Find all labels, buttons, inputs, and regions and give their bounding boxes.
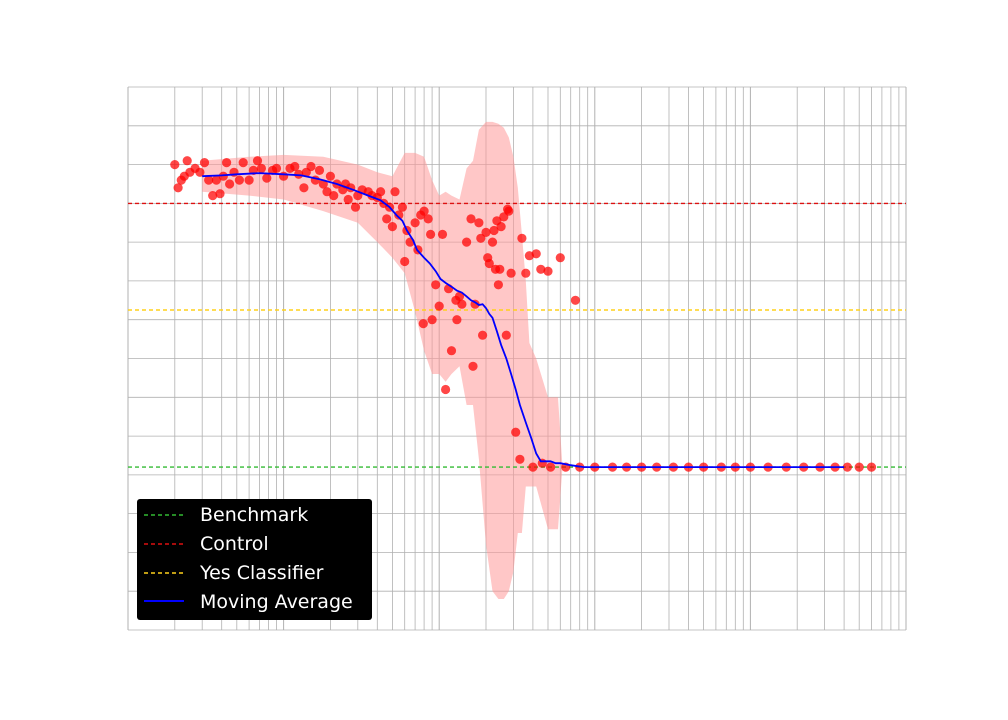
- data-point: [234, 175, 244, 185]
- data-point: [481, 227, 491, 237]
- data-point: [866, 462, 877, 472]
- data-point: [271, 163, 282, 173]
- data-point: [489, 225, 499, 236]
- data-point: [454, 291, 465, 301]
- data-point: [294, 169, 304, 179]
- data-point: [495, 264, 505, 274]
- data-point: [434, 301, 444, 311]
- legend-label-control: Control: [200, 533, 269, 555]
- data-point: [299, 183, 309, 193]
- data-point: [504, 206, 514, 216]
- data-point: [468, 361, 478, 371]
- data-point: [431, 280, 441, 290]
- data-point: [423, 214, 433, 224]
- data-point: [244, 175, 254, 185]
- data-point: [426, 229, 436, 239]
- data-point: [474, 218, 484, 228]
- data-point: [199, 158, 210, 168]
- data-point: [204, 175, 214, 185]
- data-point: [222, 158, 232, 168]
- data-point: [325, 171, 335, 181]
- data-point: [306, 161, 316, 172]
- data-point: [211, 175, 221, 185]
- data-point: [570, 295, 581, 305]
- data-point: [400, 256, 410, 267]
- data-point: [390, 187, 400, 197]
- reference-lines: [128, 202, 906, 468]
- data-point: [218, 171, 228, 181]
- moving-average-layer: [202, 172, 845, 468]
- legend: Benchmark Control Yes Classifier Moving …: [137, 499, 372, 620]
- data-point: [418, 319, 428, 329]
- legend-box: [137, 499, 372, 620]
- data-point: [528, 462, 538, 472]
- data-point: [387, 222, 397, 232]
- data-point: [238, 158, 248, 168]
- data-point: [208, 191, 218, 201]
- data-point: [441, 384, 451, 395]
- data-point: [496, 222, 506, 232]
- data-point: [427, 315, 437, 325]
- data-point: [536, 264, 546, 274]
- data-point: [457, 299, 467, 309]
- data-point: [322, 187, 332, 197]
- data-point: [182, 156, 192, 166]
- data-point: [462, 237, 472, 247]
- data-point: [452, 315, 462, 325]
- data-point: [173, 183, 183, 193]
- data-point: [382, 214, 392, 224]
- data-point: [376, 187, 386, 197]
- data-point: [511, 427, 521, 437]
- data-point: [521, 268, 531, 278]
- data-point: [314, 165, 325, 175]
- data-point: [842, 462, 853, 472]
- data-point: [262, 173, 272, 183]
- data-point: [446, 346, 457, 356]
- data-point: [290, 161, 300, 172]
- data-point: [517, 233, 527, 243]
- data-point: [543, 266, 553, 276]
- data-point: [493, 280, 503, 290]
- data-point: [531, 249, 541, 259]
- data-point: [501, 330, 511, 340]
- data-point: [329, 191, 339, 201]
- data-point: [466, 214, 476, 224]
- data-point: [506, 268, 516, 278]
- data-point: [343, 194, 353, 205]
- data-point: [170, 160, 180, 170]
- data-point: [476, 233, 486, 243]
- data-point: [515, 454, 525, 464]
- data-point: [279, 171, 289, 181]
- legend-label-benchmark: Benchmark: [200, 504, 308, 526]
- data-point: [854, 462, 864, 472]
- data-point: [252, 156, 263, 166]
- data-point: [437, 229, 448, 239]
- data-point: [546, 462, 556, 472]
- data-point: [487, 237, 498, 247]
- data-point: [397, 202, 407, 212]
- data-point: [256, 163, 266, 173]
- moving-average-line: [202, 172, 845, 468]
- data-point: [484, 258, 494, 269]
- data-point: [410, 218, 420, 228]
- data-point: [419, 206, 429, 216]
- data-point: [195, 167, 205, 177]
- legend-label-yes-classifier: Yes Classifier: [199, 562, 324, 584]
- data-point: [225, 179, 235, 189]
- data-point: [215, 189, 225, 199]
- data-point: [478, 330, 488, 340]
- data-point: [555, 253, 565, 263]
- legend-label-moving-average: Moving Average: [200, 591, 353, 613]
- data-point: [394, 210, 404, 220]
- data-point: [350, 202, 361, 212]
